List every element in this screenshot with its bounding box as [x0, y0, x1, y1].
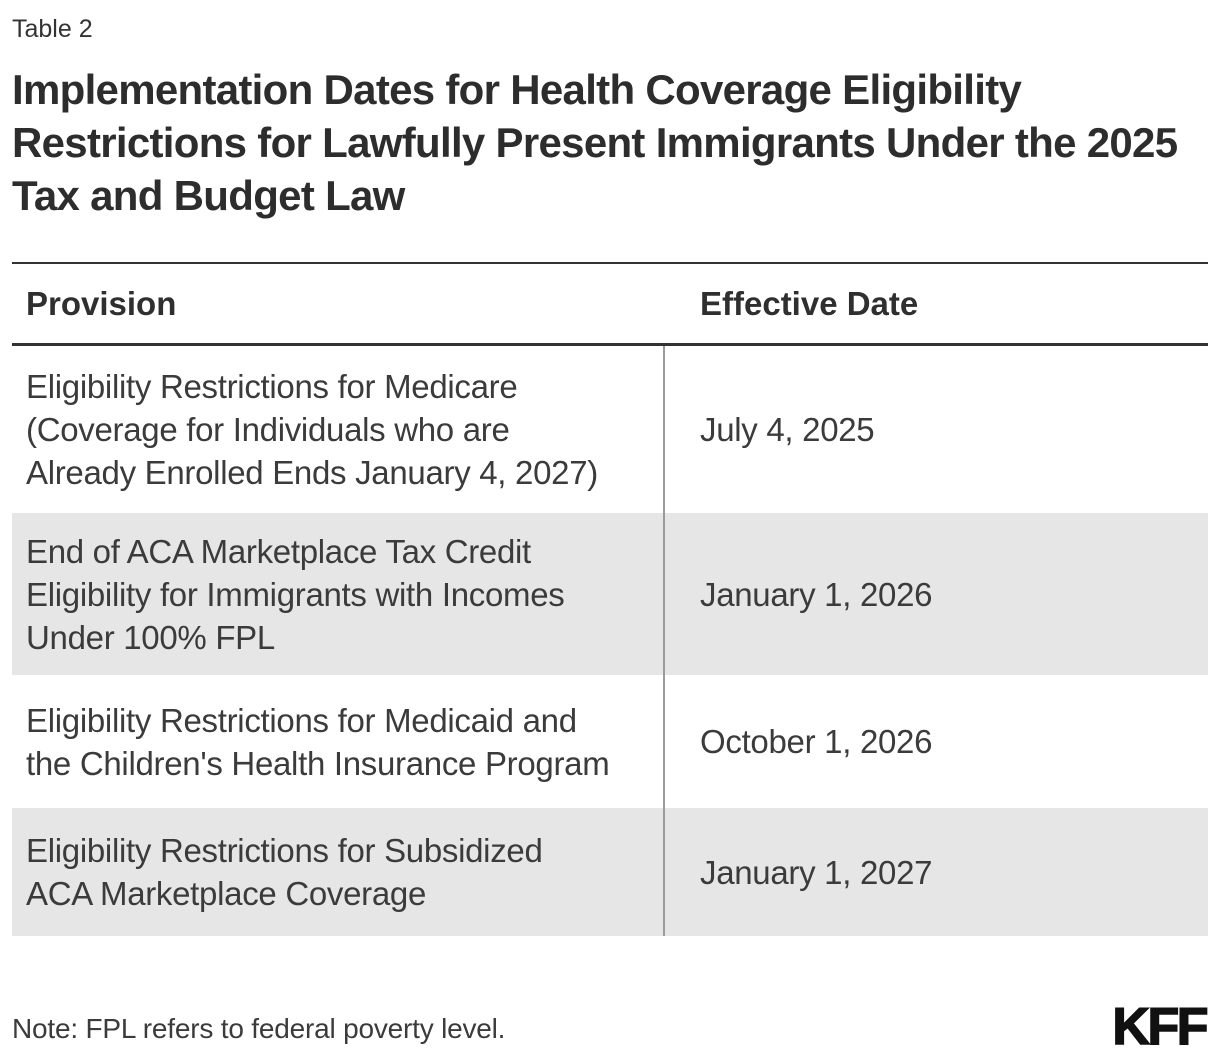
footnote: Note: FPL refers to federal poverty leve…	[12, 1013, 506, 1044]
effective-date-cell: January 1, 2027	[700, 853, 933, 891]
table-row: Eligibility Restrictions for Medicare (C…	[12, 346, 1208, 513]
table-row: Eligibility Restrictions for Medicaid an…	[12, 675, 1208, 808]
kff-logo: KFF	[1112, 998, 1210, 1057]
provision-cell: End of ACA Marketplace Tax Credit Eligib…	[12, 513, 665, 675]
figure-title-line: Tax and Budget Law	[12, 172, 405, 219]
column-header-provision: Provision	[26, 284, 177, 322]
data-table: Provision Effective Date Eligibility Res…	[12, 262, 1208, 936]
figure-title-line: Restrictions for Lawfully Present Immigr…	[12, 119, 1178, 166]
effective-date-cell: October 1, 2026	[700, 723, 933, 760]
table-row: Eligibility Restrictions for Subsidized …	[12, 808, 1208, 936]
table-label: Table 2	[12, 15, 93, 43]
provision-cell: Eligibility Restrictions for Medicaid an…	[12, 675, 665, 808]
table-row: End of ACA Marketplace Tax Credit Eligib…	[12, 513, 1208, 675]
effective-date-cell: July 4, 2025	[700, 411, 875, 448]
provision-cell: Eligibility Restrictions for Subsidized …	[12, 808, 665, 936]
figure-title-line: Implementation Dates for Health Coverage…	[12, 66, 1022, 113]
table-header-row: Provision Effective Date	[12, 264, 1208, 346]
provision-cell: Eligibility Restrictions for Medicare (C…	[12, 346, 665, 513]
figure-footer: Note: FPL refers to federal poverty leve…	[12, 998, 1210, 1057]
effective-date-cell: January 1, 2026	[700, 575, 933, 613]
column-header-effective-date: Effective Date	[700, 284, 919, 322]
figure-title: Implementation Dates for Health Coverage…	[12, 63, 1208, 222]
